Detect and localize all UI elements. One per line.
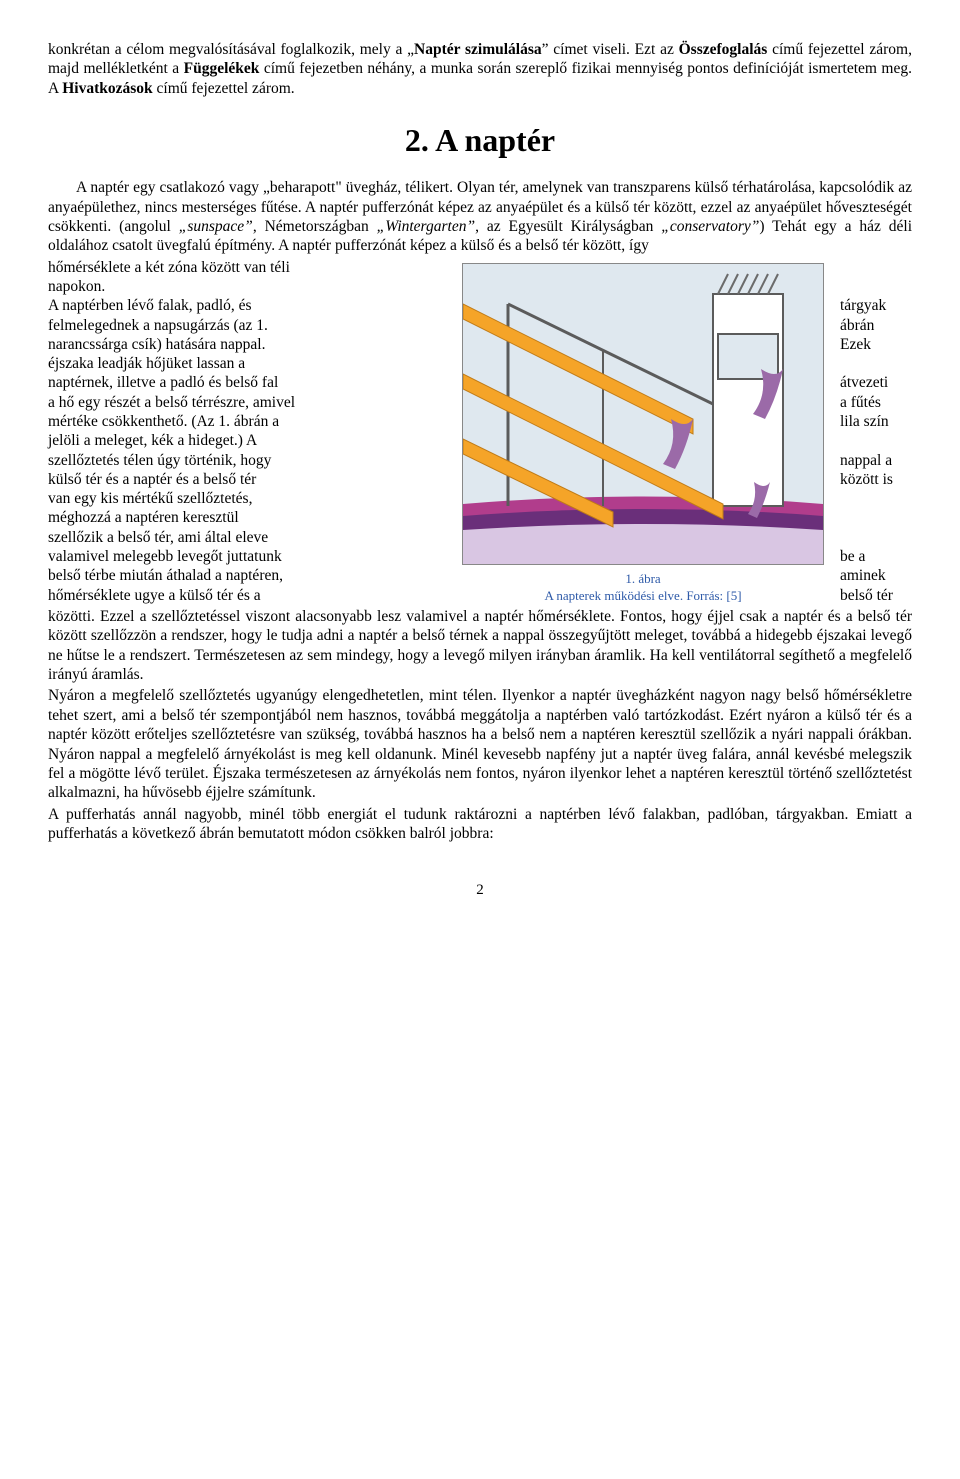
- wrap-left-line: narancssárga csík) hatására nappal.: [48, 335, 446, 354]
- wrap-right-line: [840, 528, 900, 547]
- intro-text-e: című fejezettel zárom.: [153, 80, 295, 97]
- wrap-left-line: felmelegednek a napsugárzás (az 1.: [48, 316, 446, 335]
- wrap-left-line: napokon.: [48, 277, 446, 296]
- body-paragraph-5: A pufferhatás annál nagyobb, minél több …: [48, 805, 912, 844]
- wrap-left-line: hőmérséklete ugye a külső tér és a: [48, 586, 446, 605]
- intro-text-a: konkrétan a célom megvalósításával fogla…: [48, 41, 414, 58]
- body-p2-it1: „sunspace”: [179, 218, 253, 235]
- wrap-left-line: méghozzá a naptéren keresztül: [48, 508, 446, 527]
- section-title: 2. A naptér: [48, 120, 912, 160]
- wrap-right-line: [840, 354, 900, 373]
- figure-caption: 1. ábra A napterek működési elve. Forrás…: [544, 571, 741, 605]
- wrap-right-line: [840, 258, 900, 277]
- wrap-right-line: ábrán: [840, 316, 900, 335]
- body-paragraph-3: közötti. Ezzel a szellőztetéssel viszont…: [48, 607, 912, 685]
- wrap-right-line: között is: [840, 470, 900, 489]
- wrap-right-line: lila szín: [840, 412, 900, 431]
- wrap-right-line: Ezek: [840, 335, 900, 354]
- text-figure-wrap: hőmérséklete a két zóna között van téli …: [48, 258, 912, 605]
- wrap-right-line: [840, 508, 900, 527]
- wrap-right-column: tárgyak ábrán Ezek átvezeti a fűtés lila…: [840, 258, 900, 605]
- intro-bold-1: Naptér szimulálása: [414, 41, 542, 58]
- body-p2-b: , Németországban: [253, 218, 377, 235]
- wrap-right-line: nappal a: [840, 451, 900, 470]
- wrap-right-line: aminek: [840, 566, 900, 585]
- figure-caption-line1: 1. ábra: [544, 571, 741, 588]
- wrap-left-column: hőmérséklete a két zóna között van téli …: [48, 258, 446, 605]
- figure-column: 1. ábra A napterek működési elve. Forrás…: [458, 258, 828, 605]
- wrap-left-line: van egy kis mértékű szellőztetés,: [48, 489, 446, 508]
- wrap-left-line: A naptérben lévő falak, padló, és: [48, 296, 446, 315]
- page-number: 2: [48, 881, 912, 900]
- wrap-left-line: belső térbe miután áthalad a naptéren,: [48, 566, 446, 585]
- wrap-left-line: hőmérséklete a két zóna között van téli: [48, 258, 446, 277]
- wrap-right-line: [840, 489, 900, 508]
- wrap-left-line: naptérnek, illetve a padló és belső fal: [48, 373, 446, 392]
- wrap-left-line: éjszaka leadják hőjüket lassan a: [48, 354, 446, 373]
- body-p2-it3: „conservatory”: [661, 218, 759, 235]
- intro-bold-4: Hivatkozások: [62, 80, 152, 97]
- wrap-right-line: be a: [840, 547, 900, 566]
- body-p2-c: , az Egyesült Királyságban: [475, 218, 661, 235]
- wrap-left-line: szellőztetés télen úgy történik, hogy: [48, 451, 446, 470]
- wrap-left-line: jelöli a meleget, kék a hideget.) A: [48, 431, 446, 450]
- wrap-left-line: mértéke csökkenthető. (Az 1. ábrán a: [48, 412, 446, 431]
- wrap-left-line: a hő egy részét a belső térrészre, amive…: [48, 393, 446, 412]
- wrap-right-line: belső tér: [840, 586, 900, 605]
- intro-text-b: ” címet viseli. Ezt az: [542, 41, 679, 58]
- wrap-right-line: a fűtés: [840, 393, 900, 412]
- wrap-right-line: átvezeti: [840, 373, 900, 392]
- wrap-left-line: valamivel melegebb levegőt juttatunk: [48, 547, 446, 566]
- intro-bold-3: Függelékek: [184, 60, 260, 77]
- body-paragraph-4: Nyáron a megfelelő szellőztetés ugyanúgy…: [48, 686, 912, 802]
- sunspace-diagram: [462, 263, 824, 565]
- figure-caption-line2: A napterek működési elve. Forrás: [5]: [544, 588, 741, 605]
- wrap-right-line: [840, 431, 900, 450]
- wrap-right-line: [840, 277, 900, 296]
- wrap-left-line: külső tér és a naptér és a belső tér: [48, 470, 446, 489]
- wrap-right-line: tárgyak: [840, 296, 900, 315]
- wrap-left-line: szellőzik a belső tér, ami által eleve: [48, 528, 446, 547]
- intro-paragraph: konkrétan a célom megvalósításával fogla…: [48, 40, 912, 98]
- body-paragraph-1: A naptér egy csatlakozó vagy „beharapott…: [48, 178, 912, 256]
- intro-bold-2: Összefoglalás: [679, 41, 768, 58]
- body-p2-it2: „Wintergarten”: [377, 218, 475, 235]
